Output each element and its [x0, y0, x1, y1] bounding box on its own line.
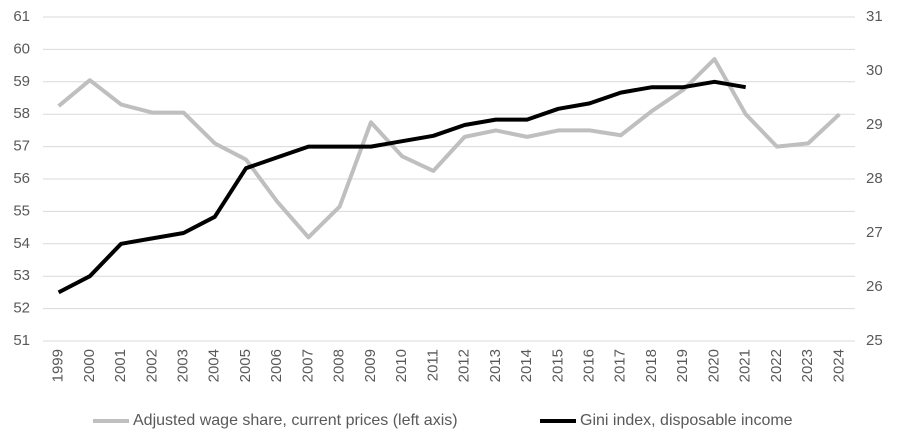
- x-tick-label: 2003: [175, 349, 192, 382]
- x-tick-label: 2001: [112, 349, 129, 382]
- x-tick-label: 2010: [393, 349, 410, 382]
- y2-tick-label: 27: [866, 224, 883, 241]
- y-tick-label: 53: [13, 267, 30, 284]
- x-tick-label: 2015: [549, 349, 566, 382]
- x-tick-label: 2024: [830, 349, 847, 382]
- x-tick-label: 2019: [674, 349, 691, 382]
- x-tick-label: 1999: [50, 349, 67, 382]
- x-tick-label: 2002: [143, 349, 160, 382]
- y2-tick-label: 30: [866, 62, 883, 79]
- x-tick-label: 2000: [81, 349, 98, 382]
- x-tick-label: 2017: [612, 349, 629, 382]
- y-tick-label: 58: [13, 105, 30, 122]
- y2-tick-label: 29: [866, 116, 883, 133]
- x-tick-label: 2014: [518, 349, 535, 382]
- y-tick-label: 55: [13, 202, 30, 219]
- y2-tick-label: 26: [866, 278, 883, 295]
- x-tick-label: 2021: [737, 349, 754, 382]
- x-tick-label: 2009: [362, 349, 379, 382]
- y-tick-label: 57: [13, 138, 30, 155]
- x-tick-label: 2007: [299, 349, 316, 382]
- y-tick-label: 60: [13, 40, 30, 57]
- y2-tick-label: 28: [866, 170, 883, 187]
- x-tick-label: 2011: [424, 349, 441, 381]
- x-tick-label: 2004: [206, 349, 223, 382]
- y-tick-label: 56: [13, 170, 30, 187]
- x-tick-label: 2005: [237, 349, 254, 382]
- x-tick-label: 2016: [581, 349, 598, 382]
- x-tick-label: 2020: [705, 349, 722, 382]
- x-tick-label: 2008: [331, 349, 348, 382]
- legend-label: Adjusted wage share, current prices (lef…: [133, 412, 458, 429]
- y-tick-label: 52: [13, 300, 30, 317]
- x-tick-label: 2018: [643, 349, 660, 382]
- series-line: [57, 79, 747, 295]
- y-tick-label: 59: [13, 73, 30, 90]
- y2-tick-label: 31: [866, 8, 883, 25]
- y-tick-label: 54: [13, 235, 30, 252]
- x-tick-label: 2006: [268, 349, 285, 382]
- x-tick-label: 2012: [456, 349, 473, 382]
- series-line: [57, 57, 841, 240]
- x-tick-label: 2013: [487, 349, 504, 382]
- y2-tick-label: 25: [866, 332, 883, 349]
- legend-label: Gini index, disposable income: [580, 412, 793, 429]
- x-tick-label: 2023: [799, 349, 816, 382]
- y-tick-label: 51: [13, 332, 30, 349]
- x-tick-label: 2022: [768, 349, 785, 382]
- y-tick-label: 61: [13, 8, 30, 25]
